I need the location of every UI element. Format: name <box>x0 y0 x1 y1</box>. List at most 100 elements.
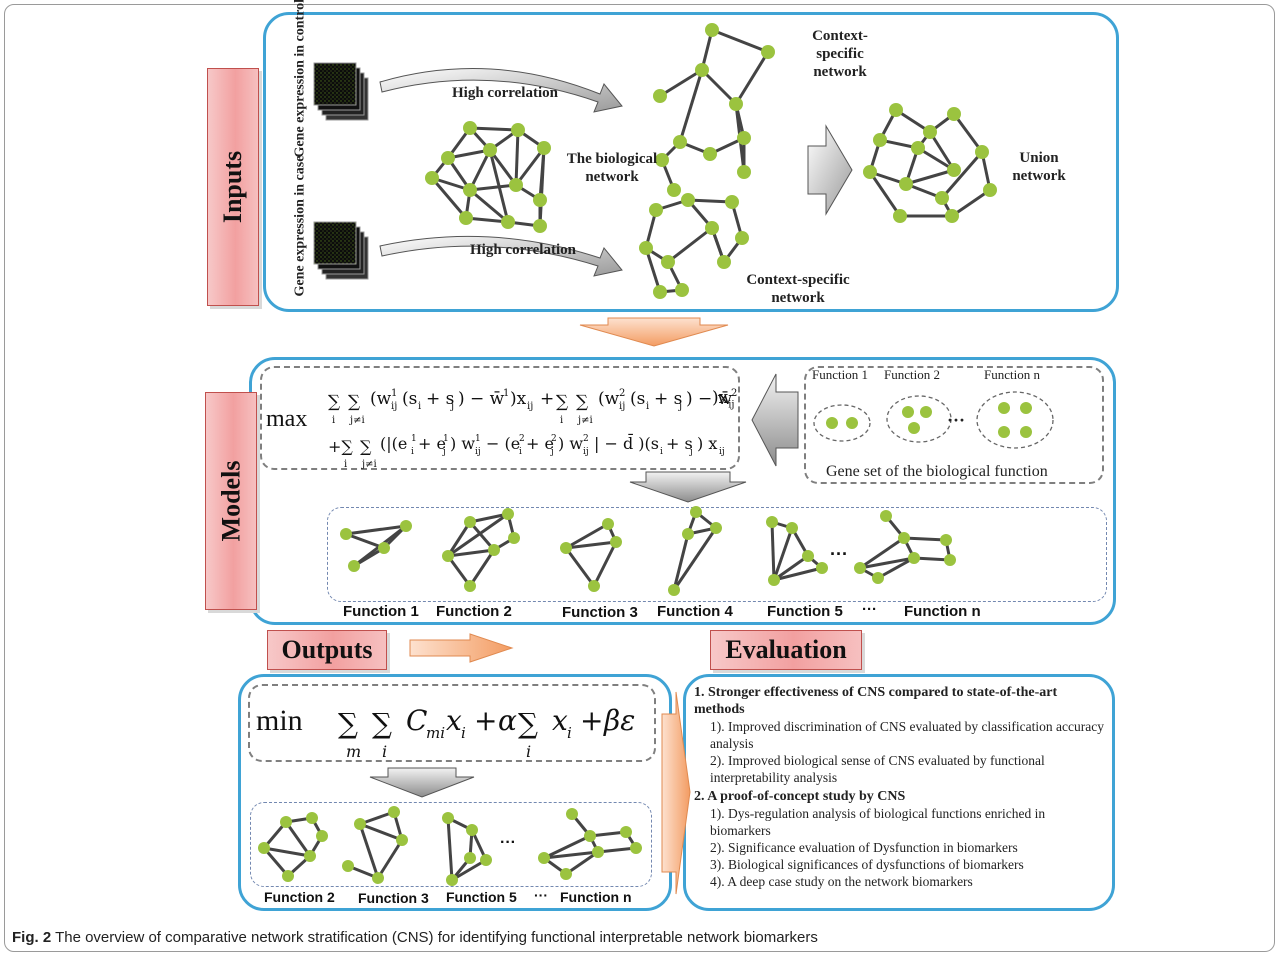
network-edge <box>469 512 509 524</box>
svg-text:ij: ij <box>719 447 725 457</box>
network-node <box>258 842 270 854</box>
objective-box <box>260 366 740 470</box>
network-node <box>1020 426 1032 438</box>
label-expression-control: Gene expression in control <box>292 0 308 158</box>
network-edge <box>687 198 733 204</box>
network-edge <box>770 521 776 581</box>
network-node <box>705 23 719 37</box>
svg-text:+ s: + s <box>426 389 454 409</box>
network-node <box>396 834 408 846</box>
network-edge <box>565 850 599 876</box>
label-high-correlation-top: High correlation <box>452 85 558 101</box>
network-node <box>560 542 572 554</box>
min-label: min <box>256 704 303 737</box>
network-node <box>717 255 731 269</box>
svg-text:2: 2 <box>519 434 525 444</box>
network-node <box>653 89 667 103</box>
network-node <box>354 818 366 830</box>
svg-text:ij: ij <box>619 401 625 412</box>
network-node <box>786 522 798 534</box>
microarray-case-icon <box>313 221 369 280</box>
network-edge <box>773 566 823 582</box>
network-edge <box>940 151 984 199</box>
figure-caption: Fig. 2 The overview of comparative netwo… <box>12 929 818 946</box>
network-edge <box>903 536 947 542</box>
microarray-control-icon <box>313 62 369 121</box>
svg-text:+: + <box>474 704 497 737</box>
svg-text:j: j <box>450 401 454 412</box>
network-node <box>502 508 514 520</box>
network-node <box>442 812 454 824</box>
svg-text:α: α <box>498 704 517 737</box>
network-node <box>316 830 328 842</box>
svg-text:) w: ) w <box>450 434 475 453</box>
svg-text:i: i <box>382 742 387 761</box>
network-edge <box>488 149 518 186</box>
network-node <box>442 550 454 562</box>
models-function-1: Function 1 <box>343 603 419 620</box>
network-edge <box>446 521 472 557</box>
network-node <box>537 141 551 155</box>
network-node <box>854 562 866 574</box>
figure-frame <box>4 4 1275 952</box>
network-edge <box>859 556 915 570</box>
network-node <box>501 215 515 229</box>
network-node <box>378 542 390 554</box>
svg-text:j≠i: j≠i <box>577 415 593 426</box>
svg-text:i: i <box>646 401 649 412</box>
network-node <box>584 830 596 842</box>
network-node <box>710 522 722 534</box>
models-function-5: Function 5 <box>767 603 843 620</box>
network-node <box>464 852 476 864</box>
models-function-n: Function n <box>904 603 981 620</box>
union-network <box>863 103 997 223</box>
network-edge <box>345 524 407 536</box>
label-biological-network: The biological network <box>566 151 658 185</box>
network-node <box>863 165 877 179</box>
svg-text:βε: βε <box>603 704 635 737</box>
network-edge <box>359 810 395 826</box>
network-node <box>464 580 476 592</box>
network-edge <box>905 168 955 186</box>
models-network-function-2 <box>442 508 520 592</box>
evaluation-item: 1). Dys-regulation analysis of biologica… <box>710 806 1046 838</box>
svg-text:+ s: + s <box>654 389 682 409</box>
svg-text:j≠i: j≠i <box>361 459 377 470</box>
network-edge <box>543 850 599 860</box>
network-edge <box>514 129 520 186</box>
network-edge <box>913 556 951 562</box>
network-node <box>655 153 669 167</box>
svg-text:m: m <box>346 742 361 761</box>
network-edge <box>468 149 492 191</box>
context-network-top <box>653 23 775 197</box>
network-edge <box>772 527 794 581</box>
network-edge <box>592 541 618 587</box>
network-node <box>620 826 632 838</box>
network-node <box>282 870 294 882</box>
network-edge <box>951 188 991 218</box>
network-node <box>602 518 614 530</box>
network-node <box>945 209 959 223</box>
high-correlation-bottom-arrow <box>379 235 623 277</box>
network-node <box>695 63 709 77</box>
caption-label: Fig. 2 <box>12 929 52 946</box>
network-node <box>630 842 642 854</box>
outputs-function-3: Function 3 <box>358 890 429 906</box>
network-node <box>873 133 887 147</box>
label-expression-case: Gene expression in case <box>292 155 308 297</box>
outputs-network-function-2 <box>258 812 328 882</box>
svg-text:∑: ∑ <box>556 392 568 412</box>
network-node <box>649 203 663 217</box>
outputs-network-dots: ··· <box>500 834 516 851</box>
svg-text:i: i <box>332 415 335 426</box>
evaluation-item: 1). Improved discrimination of CNS evalu… <box>710 719 1104 751</box>
network-edge <box>447 512 509 558</box>
network-node <box>400 520 412 532</box>
evaluation-heading-2: 2. A proof-of-concept study by CNS <box>694 789 906 804</box>
svg-text:i: i <box>344 459 347 470</box>
network-node <box>348 560 360 572</box>
evaluation-item: 2). Significance evaluation of Dysfuncti… <box>710 840 1018 855</box>
max-formula-line1: ∑ ∑ i j≠i (w ij1 (s i + sj ) − w̄1 )x ij + ∑ ∑… <box>328 388 737 426</box>
network-node <box>735 231 749 245</box>
network-node <box>560 868 572 880</box>
